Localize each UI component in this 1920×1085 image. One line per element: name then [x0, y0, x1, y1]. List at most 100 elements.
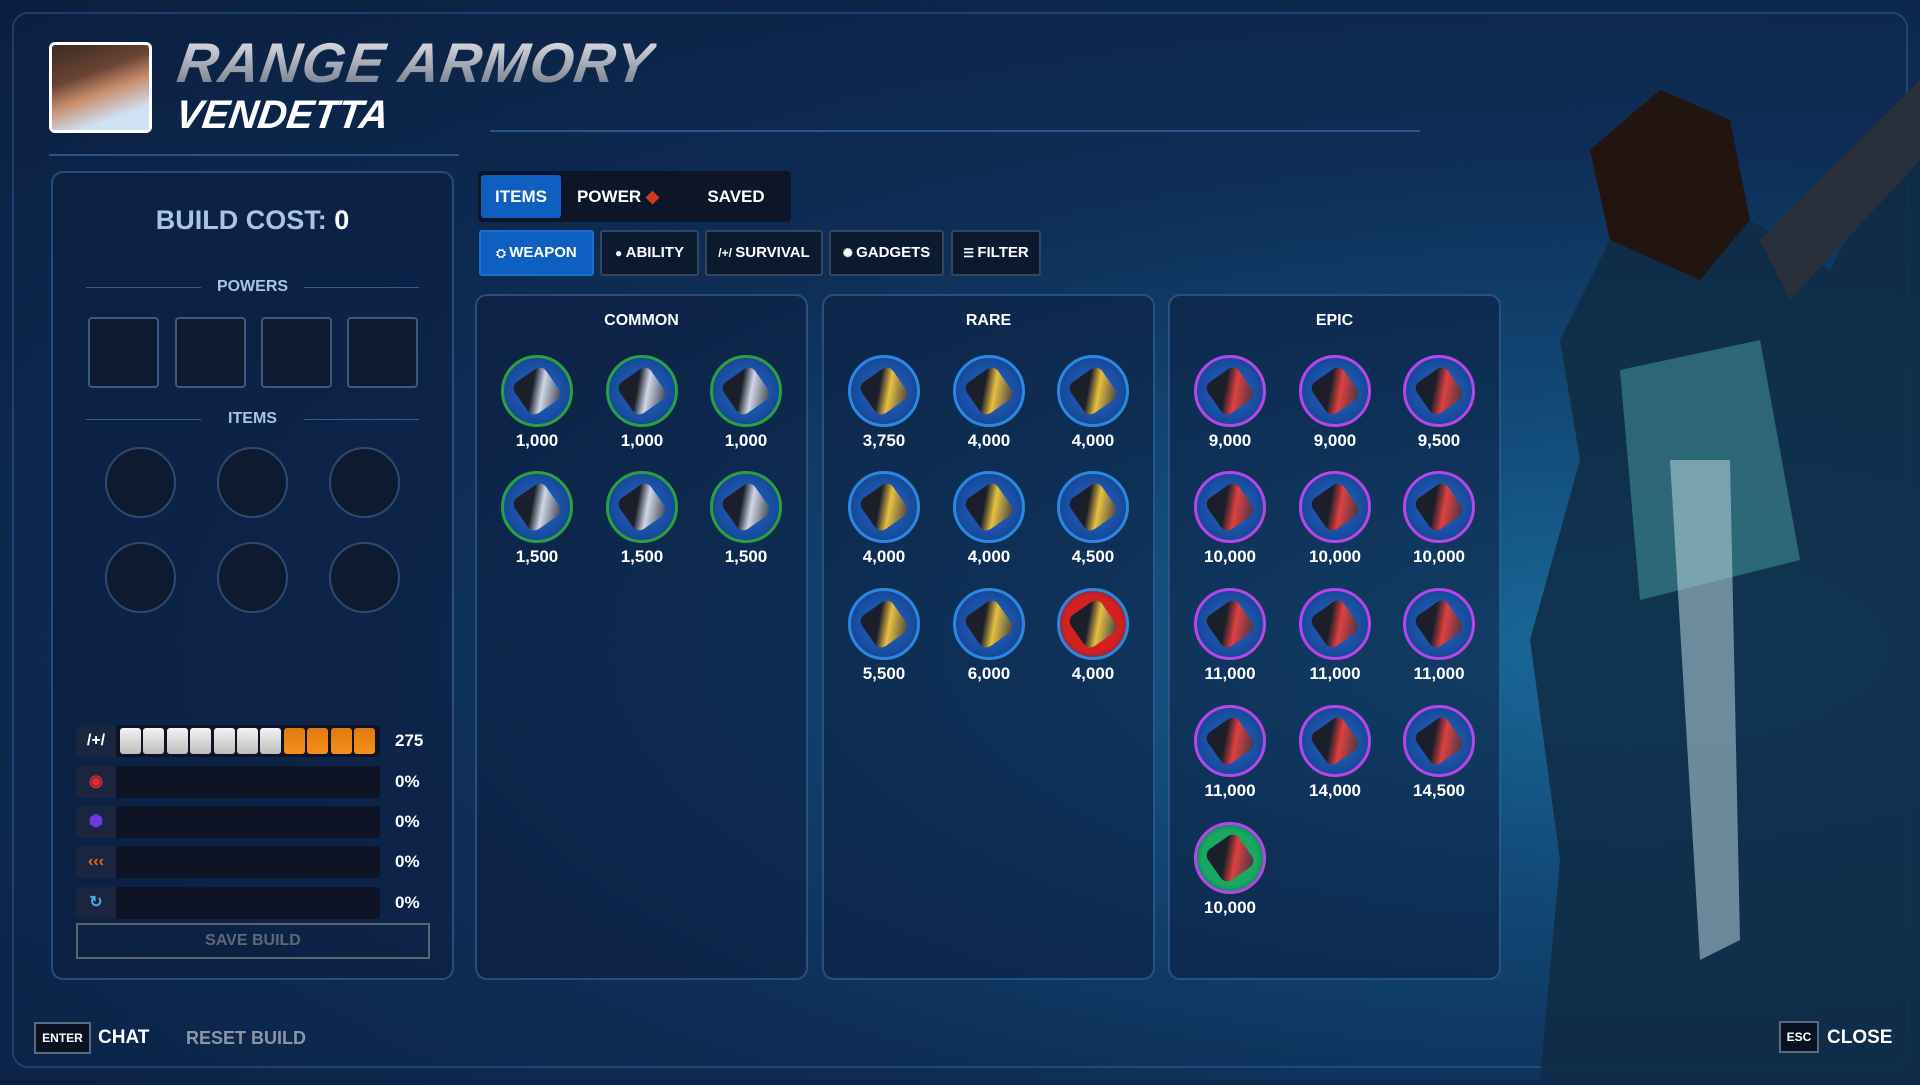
item-price: 1,500 — [724, 547, 768, 566]
item-slot[interactable] — [217, 447, 288, 518]
shop-item[interactable] — [1057, 588, 1129, 660]
stat-value: 0% — [395, 772, 420, 791]
power-slot[interactable] — [347, 317, 418, 388]
esc-key-hint: ESC — [1779, 1021, 1819, 1053]
shop-item[interactable] — [1403, 705, 1475, 777]
item-icon — [1412, 597, 1466, 651]
tab-power[interactable]: POWER ◆ — [566, 175, 670, 218]
item-price: 4,000 — [1071, 431, 1115, 450]
shop-item[interactable] — [606, 355, 678, 427]
category-ability[interactable]: ● ABILITY — [600, 230, 699, 276]
powers-label: POWERS — [51, 278, 454, 296]
ability-power-icon: ⬢ — [76, 806, 116, 838]
power-slot[interactable] — [88, 317, 159, 388]
column-header: COMMON — [604, 312, 679, 329]
shop-item[interactable] — [1194, 588, 1266, 660]
health-segment — [120, 728, 141, 754]
item-slot[interactable] — [329, 447, 400, 518]
item-icon — [857, 480, 911, 534]
item-icon — [1412, 714, 1466, 768]
survival-icon: /+/ — [718, 246, 736, 260]
build-cost-value: 0 — [334, 205, 350, 235]
category-filter[interactable]: ☰ FILTER — [951, 230, 1041, 276]
item-price: 10,000 — [1204, 547, 1256, 566]
item-icon — [962, 597, 1016, 651]
item-slot[interactable] — [105, 447, 176, 518]
shop-item[interactable] — [1194, 705, 1266, 777]
item-icon — [962, 364, 1016, 418]
shop-item[interactable] — [710, 355, 782, 427]
category-survival[interactable]: /+/ SURVIVAL — [705, 230, 823, 276]
attack-speed-icon: ‹‹‹ — [76, 846, 116, 878]
item-price: 10,000 — [1204, 898, 1256, 917]
power-slot[interactable] — [261, 317, 332, 388]
item-icon — [1412, 364, 1466, 418]
shop-item[interactable] — [848, 355, 920, 427]
item-icon — [1203, 480, 1257, 534]
hero-artwork — [1500, 40, 1920, 1080]
build-cost-label: BUILD COST: — [155, 205, 327, 235]
column-header: EPIC — [1315, 312, 1354, 329]
item-price: 11,000 — [1413, 664, 1465, 683]
reset-build-button[interactable]: RESET BUILD — [186, 1028, 307, 1048]
shop-item[interactable] — [953, 588, 1025, 660]
item-icon — [857, 597, 911, 651]
health-segment — [143, 728, 165, 754]
item-price: 4,000 — [1071, 664, 1115, 683]
tab-saved[interactable]: SAVED — [707, 187, 765, 206]
item-icon — [1203, 831, 1257, 885]
shop-item[interactable] — [1194, 822, 1266, 894]
shop-item[interactable] — [1194, 471, 1266, 543]
shop-item[interactable] — [1403, 471, 1475, 543]
item-price: 1,000 — [515, 431, 559, 450]
tab-power-label: POWER — [576, 187, 642, 206]
shop-item[interactable] — [606, 471, 678, 543]
shop-item[interactable] — [953, 355, 1025, 427]
shop-item[interactable] — [1299, 588, 1371, 660]
shop-item[interactable] — [501, 471, 573, 543]
item-slot[interactable] — [105, 542, 176, 613]
power-slot[interactable] — [175, 317, 246, 388]
shop-item[interactable] — [1057, 471, 1129, 543]
health-segment — [237, 728, 258, 754]
item-slot[interactable] — [217, 542, 288, 613]
item-icon — [1308, 714, 1362, 768]
item-icon — [1203, 597, 1257, 651]
item-icon — [1308, 480, 1362, 534]
item-icon — [1308, 597, 1362, 651]
shop-item[interactable] — [953, 471, 1025, 543]
shop-item[interactable] — [848, 471, 920, 543]
shop-item[interactable] — [710, 471, 782, 543]
shop-item[interactable] — [1194, 355, 1266, 427]
category-gadgets[interactable]: ✺ GADGETS — [829, 230, 944, 276]
shop-item[interactable] — [1403, 588, 1475, 660]
shop-item[interactable] — [848, 588, 920, 660]
shop-item[interactable] — [1299, 705, 1371, 777]
item-icon — [1066, 364, 1120, 418]
shop-item[interactable] — [1403, 355, 1475, 427]
filter-icon: ☰ — [963, 246, 978, 260]
shop-item[interactable] — [501, 355, 573, 427]
items-label: ITEMS — [51, 410, 454, 428]
weapon-power-icon: ◉ — [76, 766, 116, 798]
armor-segment — [354, 728, 375, 754]
item-slot[interactable] — [329, 542, 400, 613]
armor-segment — [330, 728, 352, 754]
item-price: 9,000 — [1313, 431, 1357, 450]
item-icon — [857, 364, 911, 418]
divider — [49, 154, 459, 156]
save-build-button[interactable]: SAVE BUILD — [76, 923, 430, 959]
gadgets-icon: ✺ — [842, 246, 857, 260]
shop-item[interactable] — [1299, 355, 1371, 427]
category-weapon[interactable]: ⛭ WEAPON — [479, 230, 594, 276]
close-button[interactable]: CLOSE — [1827, 1027, 1893, 1048]
hero-name: VENDETTA — [172, 93, 392, 137]
chat-button[interactable]: CHAT — [98, 1027, 150, 1048]
category-label: ABILITY — [625, 244, 684, 261]
shop-item[interactable] — [1057, 355, 1129, 427]
tab-items[interactable]: ITEMS — [481, 175, 561, 218]
item-price: 4,000 — [967, 547, 1011, 566]
health-icon: /+/ — [76, 725, 116, 757]
shop-item[interactable] — [1299, 471, 1371, 543]
hero-portrait — [49, 42, 152, 133]
